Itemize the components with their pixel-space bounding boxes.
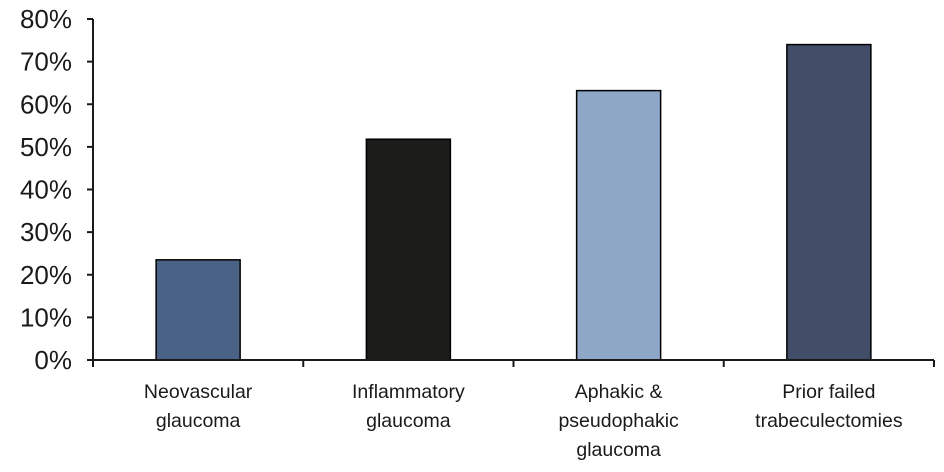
y-tick-label: 60% [20, 89, 72, 119]
y-tick-label: 40% [20, 175, 72, 205]
bar [155, 259, 241, 361]
y-tick-label: 50% [20, 132, 72, 162]
bar [575, 89, 662, 361]
x-category-label: Aphakic & pseudophakic glaucoma [558, 381, 679, 461]
y-tick-label: 80% [20, 4, 72, 34]
x-axis-labels: Neovascular glaucoma Inflammatory glaucoma A… [92, 360, 935, 461]
y-tick-label: 30% [20, 217, 72, 247]
x-category-label: Neovascular glaucoma [144, 381, 253, 432]
y-tick-label: 70% [20, 47, 72, 77]
y-tick-label: 10% [20, 302, 72, 332]
x-category-label: Inflammatory glaucoma [352, 381, 465, 432]
x-category-label: Prior failed trabeculectomies [755, 381, 903, 432]
bar [365, 138, 452, 361]
bar [786, 43, 872, 361]
y-tick-label: 0% [34, 345, 72, 375]
bars [155, 43, 872, 361]
y-axis-ticks: 0% 10% 20% 30% 40% 50% 60% 70% 80% [20, 4, 93, 375]
y-tick-label: 20% [20, 260, 72, 290]
